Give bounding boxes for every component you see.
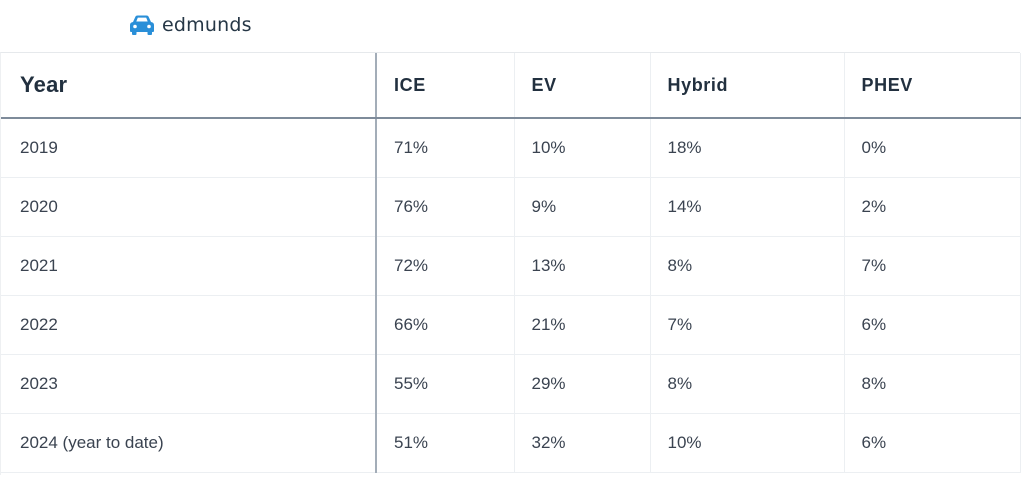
ev-cell: 10% [513,118,650,178]
table-row: 2019 71% 10% 18% 0% [1,118,1021,178]
phev-cell: 6% [843,295,1021,355]
column-header-ice: ICE [375,53,514,119]
hybrid-cell: 10% [649,413,844,473]
ev-cell: 29% [513,354,650,414]
table-row: 2021 72% 13% 8% 7% [1,236,1021,296]
hybrid-cell: 7% [649,295,844,355]
car-icon [130,15,154,35]
column-header-phev: PHEV [843,53,1021,119]
ice-cell: 66% [375,295,514,355]
brand-name: edmunds [162,14,252,36]
column-header-ev: EV [513,53,650,119]
phev-cell: 8% [843,354,1021,414]
ice-cell: 55% [375,354,514,414]
table-row: 2020 76% 9% 14% 2% [1,177,1021,237]
header-row: Year ICE EV Hybrid PHEV [1,53,1021,119]
year-cell: 2024 (year to date) [1,413,376,473]
year-cell: 2021 [1,236,376,296]
edmunds-logo: edmunds [128,12,252,38]
year-cell: 2023 [1,354,376,414]
ice-cell: 51% [375,413,514,473]
hybrid-cell: 8% [649,236,844,296]
column-header-year: Year [1,53,376,119]
powertrain-share-table: Year ICE EV Hybrid PHEV 2019 71% 10% 18% 0% 2… [0,52,1021,475]
table-row: 2023 55% 29% 8% 8% [1,354,1021,414]
hybrid-cell: 18% [649,118,844,178]
phev-cell: 7% [843,236,1021,296]
ice-cell: 72% [375,236,514,296]
phev-cell: 6% [843,413,1021,473]
ev-cell: 32% [513,413,650,473]
table-row: 2022 66% 21% 7% 6% [1,295,1021,355]
table-row: 2024 (year to date) 51% 32% 10% 6% [1,413,1021,473]
year-cell: 2022 [1,295,376,355]
ev-cell: 9% [513,177,650,237]
phev-cell: 2% [843,177,1021,237]
year-cell: 2020 [1,177,376,237]
ice-cell: 76% [375,177,514,237]
ice-cell: 71% [375,118,514,178]
ev-cell: 21% [513,295,650,355]
phev-cell: 0% [843,118,1021,178]
column-header-hybrid: Hybrid [649,53,844,119]
hybrid-cell: 14% [649,177,844,237]
hybrid-cell: 8% [649,354,844,414]
year-cell: 2019 [1,118,376,178]
ev-cell: 13% [513,236,650,296]
